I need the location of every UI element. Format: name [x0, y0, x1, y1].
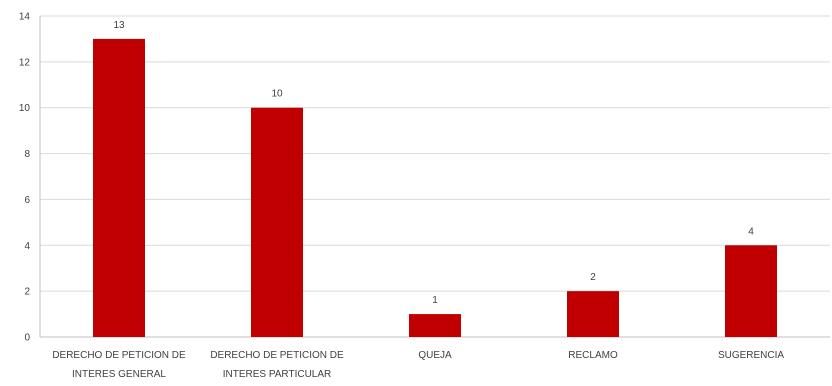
category-label: SUGERENCIA — [718, 350, 784, 361]
data-label: 13 — [113, 20, 125, 31]
category-label: RECLAMO — [568, 350, 618, 361]
y-tick-label: 0 — [24, 333, 30, 344]
y-tick-label: 6 — [24, 195, 30, 206]
data-label: 1 — [432, 295, 438, 306]
y-tick-label: 4 — [24, 241, 30, 252]
y-tick-label: 8 — [24, 149, 30, 160]
bar — [251, 107, 303, 337]
bar — [567, 291, 619, 337]
category-label: DERECHO DE PETICION DE INTERES GENERAL — [52, 350, 186, 380]
bar — [725, 245, 777, 337]
category-label: QUEJA — [418, 350, 452, 361]
y-tick-label: 14 — [19, 12, 31, 23]
data-label: 10 — [271, 89, 283, 100]
bar — [409, 314, 461, 337]
y-tick-label: 12 — [19, 57, 31, 68]
y-tick-label: 2 — [24, 287, 30, 298]
data-label: 2 — [590, 272, 596, 283]
bar — [93, 38, 145, 338]
category-label: DERECHO DE PETICION DE INTERES PARTICULAR — [210, 350, 344, 380]
axes — [39, 16, 830, 338]
gridlines — [40, 15, 830, 292]
bars — [93, 38, 777, 338]
data-label: 4 — [748, 226, 754, 237]
y-tick-label: 10 — [19, 103, 31, 114]
